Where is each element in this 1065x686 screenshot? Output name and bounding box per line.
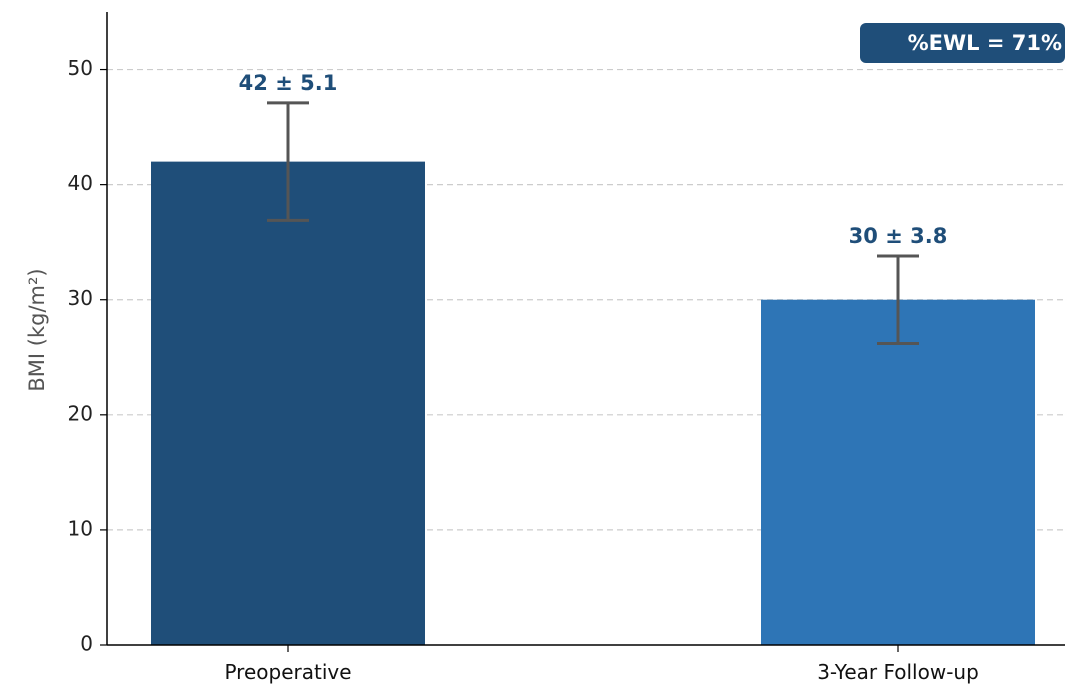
- y-tick-label: 50: [68, 56, 93, 80]
- x-tick-label: 3-Year Follow-up: [817, 660, 979, 684]
- x-tick-label: Preoperative: [224, 660, 351, 684]
- y-axis-title: BMI (kg/m²): [25, 268, 49, 391]
- bar: [151, 161, 425, 646]
- ewl-badge-background: [860, 23, 1065, 63]
- x-ticks: Preoperative 3-Year Follow-up: [224, 645, 979, 684]
- bar: [761, 299, 1035, 645]
- bars: [151, 161, 1035, 646]
- error-bars: [267, 101, 919, 345]
- data-label: 30 ± 3.8: [849, 224, 948, 248]
- data-labels: 42 ± 5.1 30 ± 3.8: [239, 71, 948, 248]
- y-tick-label: 10: [68, 516, 93, 540]
- ewl-badge: %EWL = 71%: [860, 23, 1065, 63]
- y-ticks: 0 10 20 30 40 50: [68, 56, 107, 656]
- data-label: 42 ± 5.1: [239, 71, 338, 95]
- y-tick-label: 0: [80, 632, 93, 656]
- ewl-badge-text: %EWL = 71%: [908, 31, 1062, 55]
- y-tick-label: 30: [68, 286, 93, 310]
- y-tick-label: 40: [68, 171, 93, 195]
- axes: [106, 12, 1065, 646]
- y-tick-label: 20: [68, 401, 93, 425]
